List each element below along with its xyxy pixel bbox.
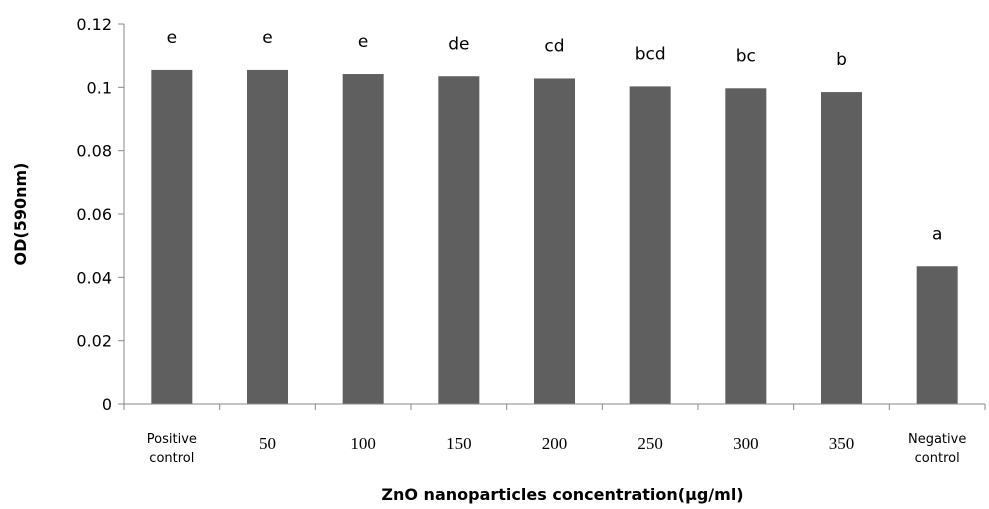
significance-letter: de (448, 34, 469, 54)
bar (821, 92, 862, 404)
x-category-label: 350 (829, 434, 855, 453)
significance-letter: e (262, 28, 272, 48)
significance-labels: e e e de cd bcd bc b a (167, 28, 943, 244)
y-tick-label: 0 (102, 395, 112, 414)
bar (916, 266, 958, 404)
y-tick-label: 0.08 (76, 142, 112, 161)
y-tick-label: 0.12 (76, 15, 112, 34)
x-category-label: 250 (637, 434, 663, 453)
x-category-label: 50 (259, 434, 276, 453)
significance-letter: e (358, 32, 368, 52)
x-category-label: 100 (350, 434, 376, 453)
y-tick-label: 0.02 (76, 332, 112, 351)
y-tick-label: 0.1 (87, 78, 112, 97)
y-axis-ticks: 0 0.02 0.04 0.06 0.08 0.1 0.12 (76, 15, 986, 414)
y-tick-label: 0.04 (76, 268, 112, 287)
bar (438, 76, 480, 404)
y-tick-label: 0.06 (76, 205, 112, 224)
bar (151, 69, 193, 405)
x-category-label: 300 (733, 434, 759, 453)
bar (247, 69, 288, 405)
x-category-label: Negative control (908, 432, 966, 466)
significance-letter: a (932, 224, 942, 244)
x-category-label: 150 (446, 434, 472, 453)
significance-letter: bcd (635, 44, 666, 64)
y-axis-title: OD(590nm) (11, 163, 30, 266)
x-category-label: 200 (542, 434, 568, 453)
significance-letter: bc (736, 46, 756, 66)
x-axis-title: ZnO nanoparticles concentration(μg/ml) (381, 485, 743, 504)
bar (629, 86, 671, 404)
x-category-label: Positive control (147, 432, 197, 466)
significance-letter: b (836, 50, 847, 70)
significance-letter: e (167, 28, 177, 48)
x-axis-category-labels: Positive control 50 100 150 200 250 300 350 Negat… (147, 432, 967, 466)
bars (151, 69, 958, 405)
significance-letter: cd (544, 36, 564, 56)
bar (725, 88, 767, 405)
bar (534, 78, 575, 404)
bar (342, 74, 384, 405)
